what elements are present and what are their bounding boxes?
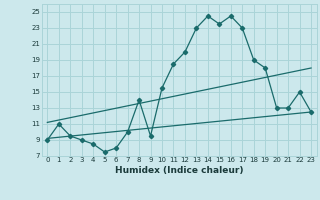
X-axis label: Humidex (Indice chaleur): Humidex (Indice chaleur) — [115, 166, 244, 175]
